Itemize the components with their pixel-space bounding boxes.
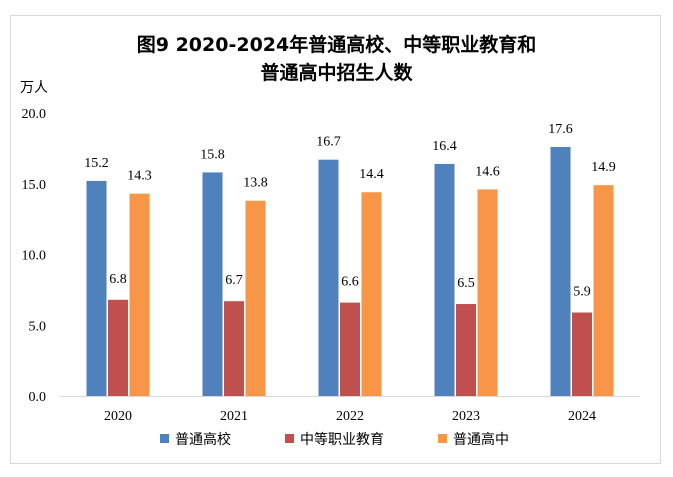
- data-label: 6.5: [457, 276, 475, 291]
- bar-2: [340, 302, 360, 396]
- legend-swatch: [160, 434, 169, 443]
- data-label: 14.6: [475, 164, 500, 179]
- chart-title-line1: 图9 2020-2024年普通高校、中等职业教育和: [136, 34, 537, 56]
- y-tick-label: 20.0: [22, 107, 47, 122]
- legend-label: 中等职业教育: [300, 431, 384, 448]
- chart-frame: [10, 15, 661, 464]
- x-tick-label: 2023: [452, 409, 480, 424]
- y-tick-label: 10.0: [22, 249, 47, 264]
- bar-2: [456, 304, 476, 396]
- data-label: 13.8: [243, 176, 268, 191]
- y-tick-label: 15.0: [22, 178, 47, 193]
- y-tick-label: 5.0: [29, 319, 47, 334]
- bar-1: [318, 159, 339, 396]
- data-label: 6.6: [341, 275, 359, 290]
- legend-label: 普通高中: [453, 431, 509, 448]
- bar-3: [129, 193, 150, 396]
- bar-3: [361, 192, 382, 396]
- x-tick-label: 2024: [568, 409, 596, 424]
- bar-3: [245, 200, 266, 396]
- data-label: 5.9: [573, 285, 591, 300]
- y-axis-label: 万人: [20, 80, 48, 96]
- chart-title-line2: 普通高中招生人数: [260, 62, 413, 84]
- data-label: 15.8: [200, 147, 225, 162]
- data-label: 14.3: [127, 169, 152, 184]
- data-label: 15.2: [84, 156, 109, 171]
- bar-2: [108, 299, 128, 396]
- bar-1: [434, 163, 455, 396]
- legend-swatch: [438, 434, 447, 443]
- legend-label: 普通高校: [175, 431, 231, 448]
- bar-2: [224, 301, 244, 396]
- data-label: 16.7: [316, 135, 341, 150]
- legend-swatch: [285, 434, 294, 443]
- data-label: 14.4: [359, 167, 384, 182]
- y-tick-label: 0.0: [29, 390, 47, 405]
- x-tick-label: 2021: [220, 409, 248, 424]
- data-label: 14.9: [591, 160, 616, 175]
- data-label: 6.8: [109, 272, 127, 287]
- data-label: 16.4: [432, 139, 457, 154]
- data-label: 17.6: [548, 122, 573, 137]
- bar-3: [477, 189, 498, 396]
- bar-1: [86, 180, 107, 396]
- x-tick-label: 2020: [104, 409, 132, 424]
- data-label: 6.7: [225, 273, 243, 288]
- bar-2: [572, 312, 592, 396]
- x-tick-label: 2022: [336, 409, 364, 424]
- bar-1: [202, 172, 223, 396]
- bar-1: [550, 146, 571, 396]
- bar-3: [593, 185, 614, 396]
